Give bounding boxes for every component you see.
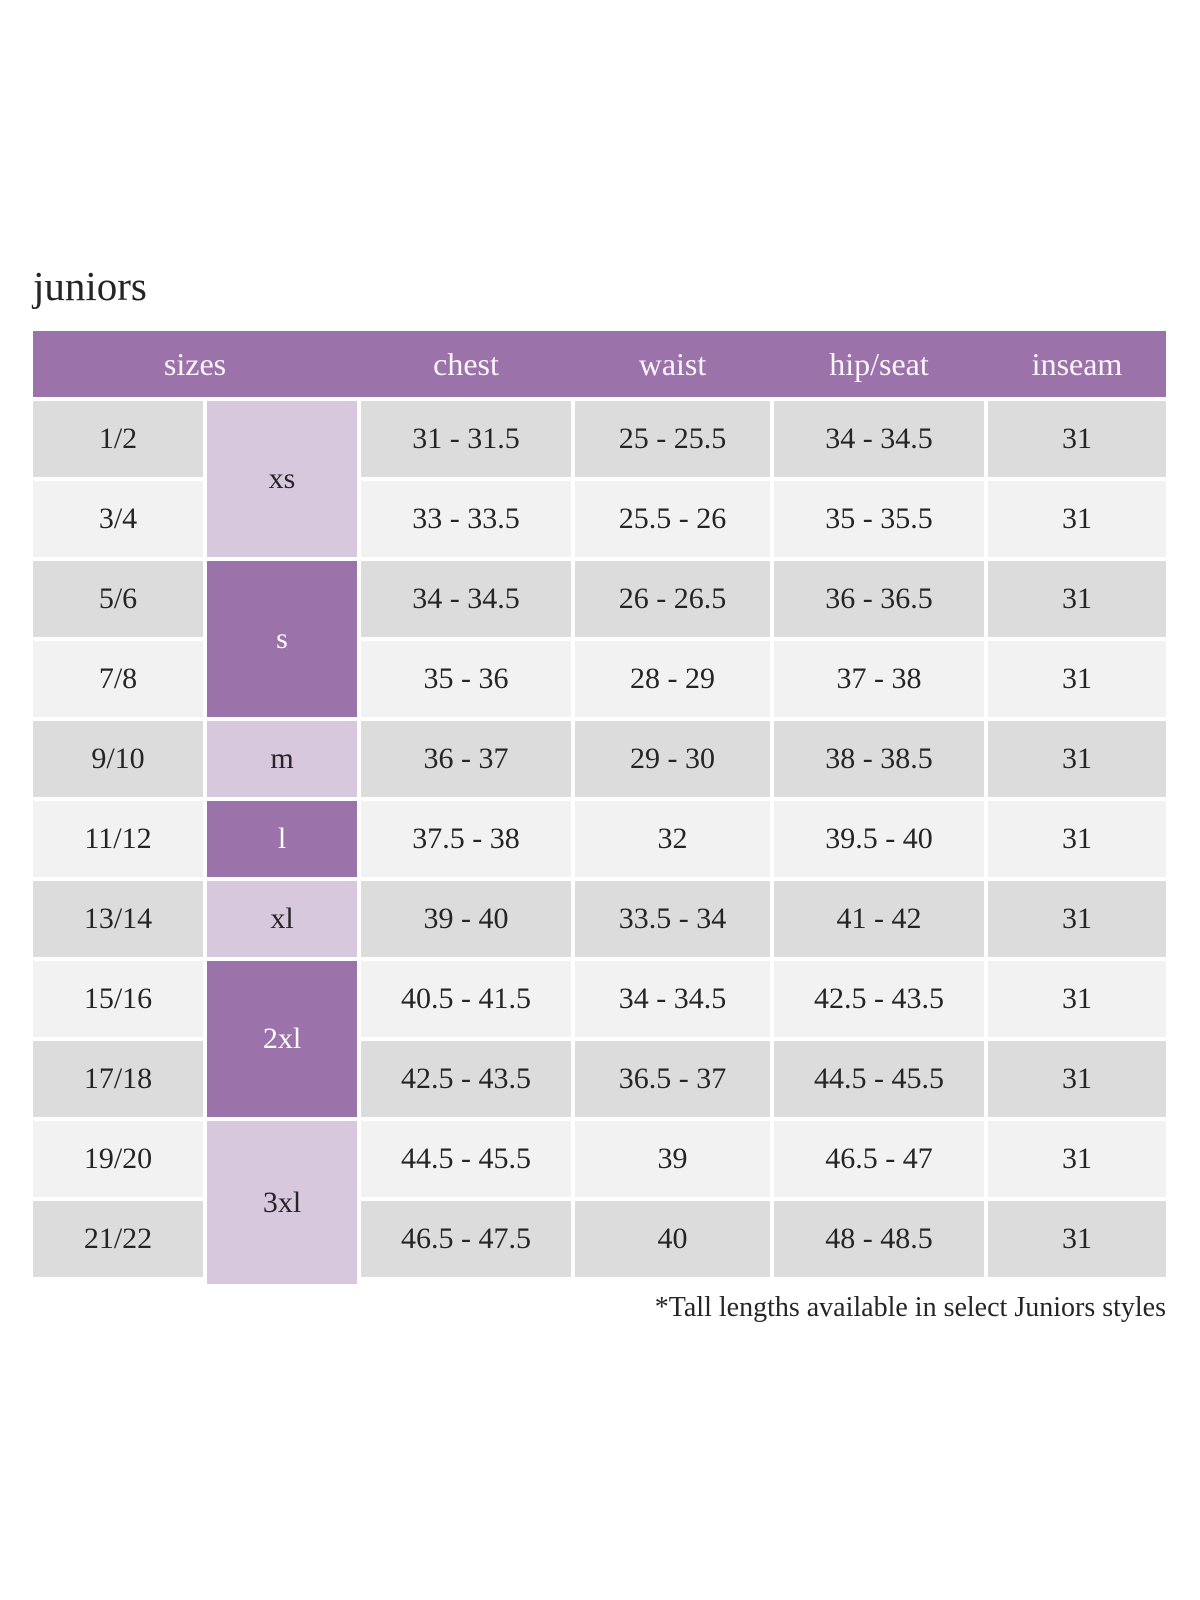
cell-waist: 36.5 - 37 bbox=[575, 1041, 770, 1118]
header-sizes: sizes bbox=[163, 345, 227, 382]
cell-waist: 32 bbox=[575, 801, 770, 878]
cell-hip-seat: 39.5 - 40 bbox=[774, 801, 984, 878]
cell-inseam: 31 bbox=[988, 561, 1166, 638]
cell-chest: 44.5 - 45.5 bbox=[361, 1121, 571, 1198]
cell-inseam: 31 bbox=[988, 721, 1166, 798]
cell-letter-l: l bbox=[207, 801, 357, 878]
cell-letter-2xl: 2xl bbox=[207, 961, 357, 1118]
cell-chest: 34 - 34.5 bbox=[361, 561, 571, 638]
cell-inseam: 31 bbox=[988, 801, 1166, 878]
cell-waist: 40 bbox=[575, 1201, 770, 1278]
cell-chest: 33 - 33.5 bbox=[361, 481, 571, 558]
cell-chest: 36 - 37 bbox=[361, 721, 571, 798]
cell-letter-xl: xl bbox=[207, 881, 357, 958]
cell-inseam: 31 bbox=[988, 881, 1166, 958]
cell-inseam: 31 bbox=[988, 1201, 1166, 1278]
cell-waist: 25.5 - 26 bbox=[575, 481, 770, 558]
cell-hip-seat: 34 - 34.5 bbox=[774, 401, 984, 478]
cell-hip-seat: 44.5 - 45.5 bbox=[774, 1041, 984, 1118]
cell-waist: 26 - 26.5 bbox=[575, 561, 770, 638]
cell-waist: 29 - 30 bbox=[575, 721, 770, 798]
cell-chest: 40.5 - 41.5 bbox=[361, 961, 571, 1038]
cell-inseam: 31 bbox=[988, 641, 1166, 718]
cell-waist: 33.5 - 34 bbox=[575, 881, 770, 958]
cell-letter-s: s bbox=[207, 561, 357, 718]
cell-chest: 35 - 36 bbox=[361, 641, 571, 718]
size-chart-page: juniors sizes chest waist hip/seat insea… bbox=[33, 0, 1166, 1324]
cell-size: 3/4 bbox=[33, 481, 203, 558]
tall-lengths-footnote: *Tall lengths available in select Junior… bbox=[654, 1292, 1166, 1324]
cell-size: 15/16 bbox=[33, 961, 203, 1038]
cell-size: 5/6 bbox=[33, 561, 203, 638]
cell-letter-m: m bbox=[207, 721, 357, 798]
cell-letter-xs: xs bbox=[207, 401, 357, 558]
cell-inseam: 31 bbox=[988, 961, 1166, 1038]
cell-hip-seat: 41 - 42 bbox=[774, 881, 984, 958]
cell-hip-seat: 36 - 36.5 bbox=[774, 561, 984, 638]
cell-chest: 39 - 40 bbox=[361, 881, 571, 958]
cell-letter-3xl: 3xl bbox=[207, 1121, 357, 1285]
cell-inseam: 31 bbox=[988, 401, 1166, 478]
header-waist: waist bbox=[638, 345, 707, 382]
cell-inseam: 31 bbox=[988, 481, 1166, 558]
cell-size: 21/22 bbox=[33, 1201, 203, 1278]
cell-size: 13/14 bbox=[33, 881, 203, 958]
cell-hip-seat: 46.5 - 47 bbox=[774, 1121, 984, 1198]
cell-hip-seat: 35 - 35.5 bbox=[774, 481, 984, 558]
cell-hip-seat: 42.5 - 43.5 bbox=[774, 961, 984, 1038]
cell-hip-seat: 38 - 38.5 bbox=[774, 721, 984, 798]
cell-waist: 28 - 29 bbox=[575, 641, 770, 718]
header-chest: chest bbox=[433, 345, 499, 382]
page-title: juniors bbox=[33, 263, 147, 309]
cell-chest: 46.5 - 47.5 bbox=[361, 1201, 571, 1278]
cell-hip-seat: 37 - 38 bbox=[774, 641, 984, 718]
cell-size: 19/20 bbox=[33, 1121, 203, 1198]
header-inseam: inseam bbox=[1031, 345, 1123, 382]
cell-size: 11/12 bbox=[33, 801, 203, 878]
table-header-row: sizes chest waist hip/seat inseam bbox=[33, 331, 1166, 398]
cell-size: 9/10 bbox=[33, 721, 203, 798]
cell-waist: 25 - 25.5 bbox=[575, 401, 770, 478]
cell-hip-seat: 48 - 48.5 bbox=[774, 1201, 984, 1278]
header-hip-seat: hip/seat bbox=[829, 345, 929, 382]
cell-waist: 34 - 34.5 bbox=[575, 961, 770, 1038]
cell-size: 7/8 bbox=[33, 641, 203, 718]
cell-waist: 39 bbox=[575, 1121, 770, 1198]
cell-size: 1/2 bbox=[33, 401, 203, 478]
juniors-size-table: sizes chest waist hip/seat inseam 1/2 xs… bbox=[33, 331, 1166, 1285]
cell-inseam: 31 bbox=[988, 1121, 1166, 1198]
cell-inseam: 31 bbox=[988, 1041, 1166, 1118]
cell-chest: 31 - 31.5 bbox=[361, 401, 571, 478]
cell-chest: 42.5 - 43.5 bbox=[361, 1041, 571, 1118]
cell-chest: 37.5 - 38 bbox=[361, 801, 571, 878]
cell-size: 17/18 bbox=[33, 1041, 203, 1118]
